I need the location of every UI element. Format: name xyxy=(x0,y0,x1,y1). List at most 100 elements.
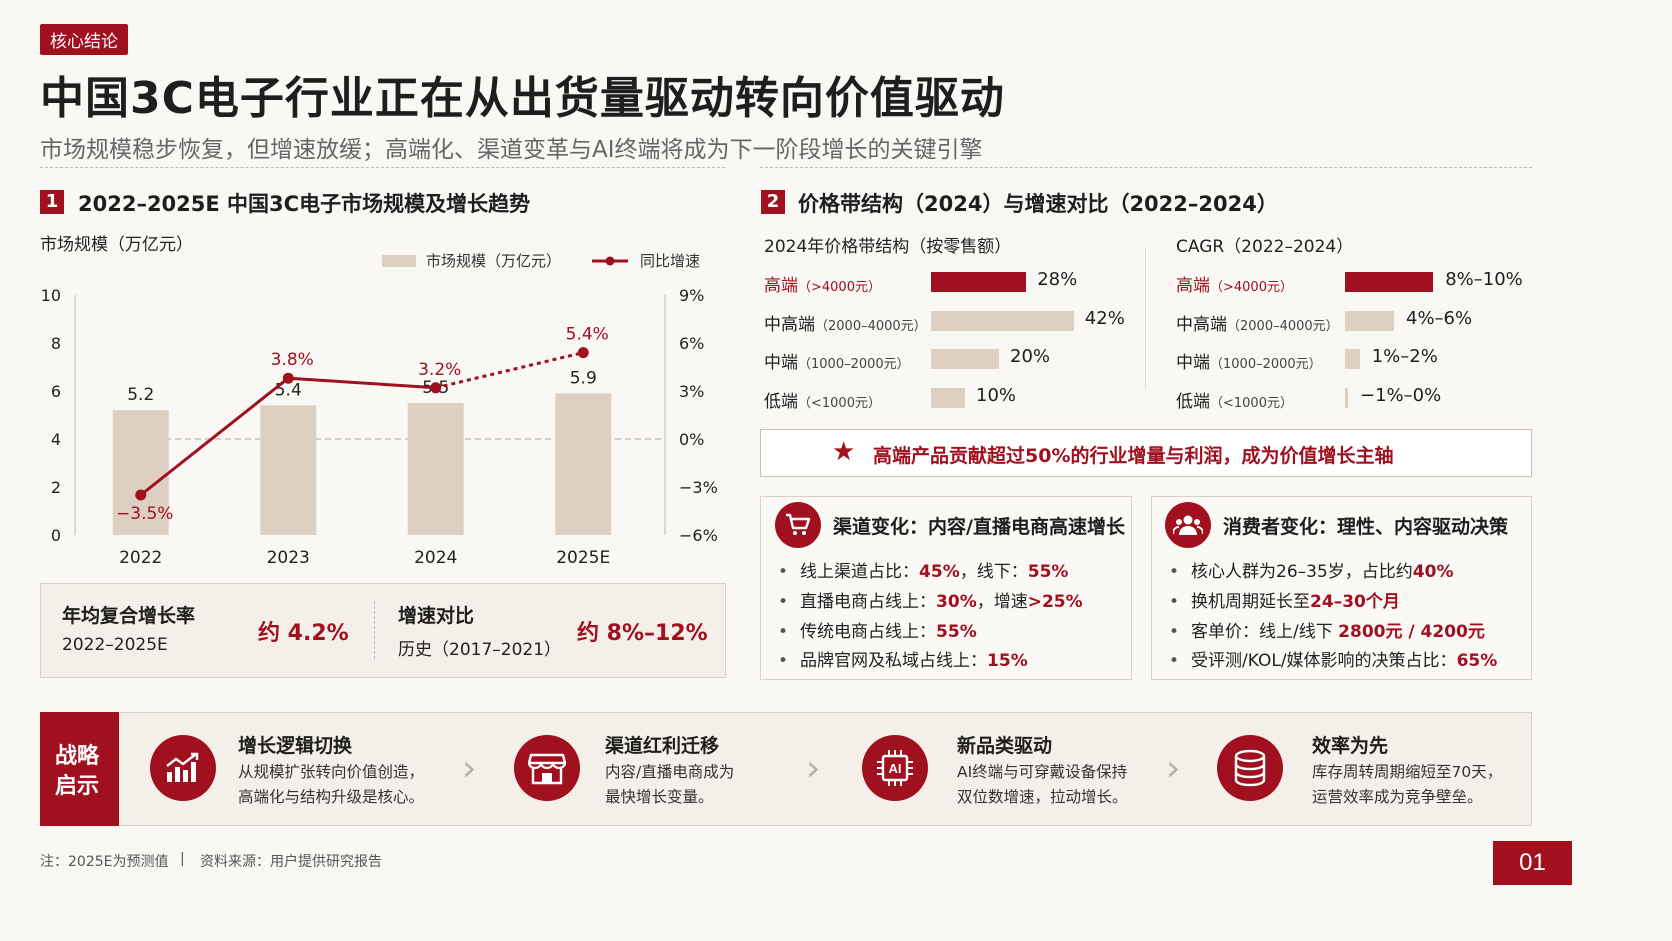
legend-bar-swatch xyxy=(382,255,416,267)
cagr-row: 中高端（2000–4000元） 4%–6% xyxy=(1176,306,1536,336)
price-tier-label: 中端（1000–2000元） xyxy=(764,348,910,373)
bullet-text: ，增速 xyxy=(976,591,1028,612)
y-tick-label-left: 2 xyxy=(51,478,61,497)
tier-range: （1000–2000元） xyxy=(1210,357,1322,372)
y-tick-label-right: −6% xyxy=(679,526,718,545)
share-value: 42% xyxy=(1084,307,1125,329)
database-icon xyxy=(1217,735,1283,801)
cagr-period: 2022–2025E xyxy=(62,635,168,655)
legend-line-marker xyxy=(605,256,615,266)
bar xyxy=(112,410,169,535)
cagr-row: 低端（<1000元） −1%–0% xyxy=(1176,383,1536,413)
bullet-dot: • xyxy=(1169,562,1180,582)
bullet-text: 换机周期延长至 xyxy=(1191,591,1311,612)
tier-name: 中高端 xyxy=(1176,314,1227,335)
chevron-right-icon: › xyxy=(1166,748,1181,789)
bullet-item: • 换机周期延长至24–30个月 xyxy=(1169,587,1400,612)
y-tick-label-left: 4 xyxy=(51,430,61,449)
bullet-text: 核心人群为26–35岁，占比约 xyxy=(1191,562,1413,582)
share-bar xyxy=(931,349,999,369)
market-chart: 市场规模（万亿元） 同比增速 0 2 4 6 8 10 −6% −3% 0% 3% 6% 9% 2022 2… xyxy=(41,252,718,568)
vertical-divider xyxy=(1145,248,1146,390)
consumer-title: 消费者变化：理性、内容驱动决策 xyxy=(1223,516,1509,538)
bullet-item: • 核心人群为26–35岁，占比约40% xyxy=(1169,557,1454,582)
growth-line-projected xyxy=(435,351,584,390)
strategy-title: 效率为先 xyxy=(1312,735,1389,757)
star-icon: ★ xyxy=(832,437,856,467)
price-tier-label: 中高端（2000–4000元） xyxy=(764,310,927,335)
chevron-right-icon: › xyxy=(806,748,821,789)
bullet-item: • 直播电商占线上：30%，增速>25% xyxy=(778,587,1083,612)
page-number: 01 xyxy=(1493,841,1572,885)
tier-name: 中端 xyxy=(1176,353,1210,373)
share-value: 20% xyxy=(1010,346,1051,367)
section-number: 2 xyxy=(761,190,785,214)
section-title: 2022–2025E 中国3C电子市场规模及增长趋势 xyxy=(78,192,531,216)
legend-line-label: 同比增速 xyxy=(640,252,700,270)
page-title: 中国3C电子行业正在从出货量驱动转向价值驱动 xyxy=(40,73,1005,124)
cagr-subtitle: CAGR（2022–2024） xyxy=(1176,237,1354,257)
divider xyxy=(40,167,725,168)
bullet-value: 30% xyxy=(936,591,977,612)
share-bar xyxy=(931,272,1027,292)
strategy-title: 增长逻辑切换 xyxy=(238,735,353,757)
price-structure-subtitle: 2024年价格带结构（按零售额） xyxy=(764,237,1012,257)
cagr-bar xyxy=(1345,349,1360,369)
bullet-dot: • xyxy=(1169,591,1180,612)
footer-source: 资料来源：用户提供研究报告 xyxy=(200,854,382,870)
callout-box xyxy=(760,429,1532,477)
x-tick-label: 2023 xyxy=(267,548,310,568)
bullet-text: 受评测/KOL/媒体影响的决策占比： xyxy=(1191,651,1457,672)
cagr-bar xyxy=(1345,272,1434,292)
tier-name: 低端 xyxy=(764,391,798,412)
y-tick-label-left: 10 xyxy=(41,286,61,305)
bullet-dot: • xyxy=(778,562,789,582)
chevron-right-icon: › xyxy=(462,748,477,789)
cagr-row: 高端（>4000元） 8%–10% xyxy=(1176,267,1536,297)
growth-point xyxy=(135,489,147,501)
y-tick-label-right: 0% xyxy=(679,430,704,449)
bullet-value: 45% xyxy=(919,562,960,582)
strategy-title: 渠道红利迁移 xyxy=(605,735,720,757)
bullet-value: 2800元 / 4200元 xyxy=(1338,621,1485,642)
price-tier-label: 低端（<1000元） xyxy=(1176,387,1293,412)
bullet-text: 直播电商占线上： xyxy=(800,591,937,612)
tier-name: 中高端 xyxy=(764,314,815,335)
bullet-value: 55% xyxy=(936,621,977,642)
strategy-strip xyxy=(40,712,1532,826)
ai-chip-icon: AI xyxy=(862,735,928,801)
tier-range: （2000–4000元） xyxy=(815,318,927,334)
strategy-label-line1: 战略 xyxy=(55,744,100,769)
strategy-title: 新品类驱动 xyxy=(957,735,1053,757)
bullet-dot: • xyxy=(778,591,789,612)
tier-name: 高端 xyxy=(1176,276,1210,296)
price-tier-row: 低端（<1000元） 10% xyxy=(764,383,1144,413)
x-tick-label: 2025E xyxy=(556,548,610,568)
divider xyxy=(760,167,1532,168)
price-tier-label: 中端（1000–2000元） xyxy=(1176,348,1322,373)
compare-value: 约 8%–12% xyxy=(577,621,708,646)
x-tick-label: 2024 xyxy=(414,548,457,568)
bar-value-label: 5.2 xyxy=(127,385,154,405)
price-tier-label: 低端（<1000元） xyxy=(764,387,881,412)
kpi-divider xyxy=(374,601,375,659)
tier-name: 中端 xyxy=(764,353,798,373)
consumer-card xyxy=(1151,496,1532,680)
y-tick-label-right: 9% xyxy=(679,286,704,305)
cagr-value: −1%–0% xyxy=(1360,384,1442,406)
cagr-bar xyxy=(1345,387,1348,408)
price-tier-row: 中高端（2000–4000元） 42% xyxy=(764,306,1144,336)
share-value: 28% xyxy=(1037,269,1078,290)
bullet-text: ，线下： xyxy=(959,562,1028,582)
price-tier-label: 高端（>4000元） xyxy=(1176,271,1293,296)
tier-range: （1000–2000元） xyxy=(798,357,910,372)
price-tier-label: 高端（>4000元） xyxy=(764,271,881,296)
bullet-value: 65% xyxy=(1456,651,1498,672)
bullet-dot: • xyxy=(1169,621,1180,642)
price-tier-label: 中高端（2000–4000元） xyxy=(1176,310,1339,335)
footer-separator: | xyxy=(180,851,185,867)
bullet-value: 55% xyxy=(1027,562,1069,582)
growth-point xyxy=(577,347,589,359)
legend-bar-label: 市场规模（万亿元） xyxy=(426,252,561,270)
bullet-value: 40% xyxy=(1412,562,1454,582)
